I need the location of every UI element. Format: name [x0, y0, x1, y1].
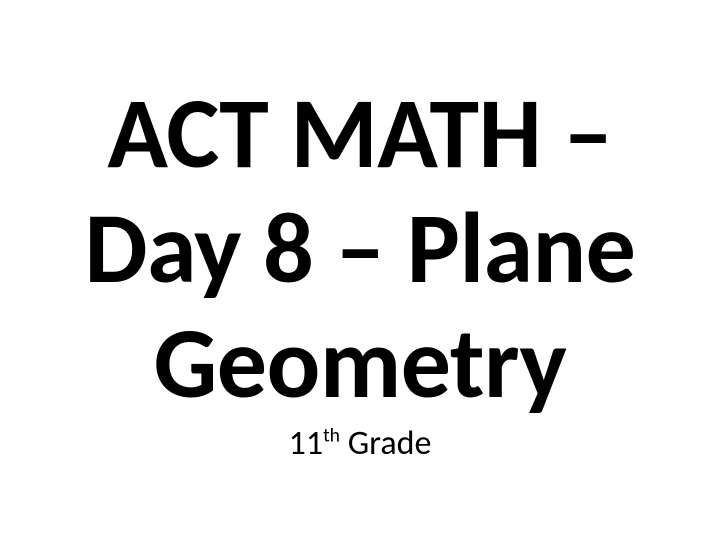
subtitle-rest: Grade — [340, 423, 431, 464]
title-line-3: Geometry — [85, 306, 636, 421]
subtitle-ordinal: th — [323, 424, 340, 448]
subtitle-number: 11 — [289, 423, 323, 464]
slide-subtitle: 11th Grade — [289, 423, 432, 464]
title-line-1: ACT MATH – — [85, 76, 636, 191]
slide-title: ACT MATH – Day 8 – Plane Geometry — [85, 76, 636, 421]
title-line-2: Day 8 – Plane — [85, 191, 636, 306]
